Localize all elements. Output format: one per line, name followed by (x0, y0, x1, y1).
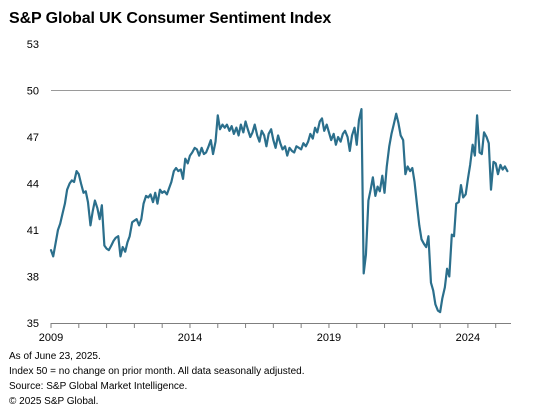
x-tick-label: 2024 (456, 332, 480, 344)
y-tick-labels: 35 38 41 44 47 50 53 (27, 39, 39, 330)
series-line-0 (49, 108, 509, 314)
as-of-note: As of June 23, 2025. (9, 351, 101, 362)
y-tick-label: 44 (27, 179, 39, 191)
x-tick-label: 2014 (178, 332, 202, 344)
x-tick-label: 2019 (317, 332, 341, 344)
source-note: Source: S&P Global Market Intelligence. (9, 381, 188, 392)
index-note: Index 50 = no change on prior month. All… (9, 366, 305, 377)
copyright-note: © 2025 S&P Global. (9, 396, 99, 407)
y-tick-label: 50 (27, 86, 39, 98)
y-tick-label: 41 (27, 225, 39, 237)
x-tick-labels: 2009 2014 2019 2024 (39, 332, 480, 344)
axis-layer (50, 323, 511, 328)
y-tick-label: 53 (27, 39, 39, 51)
series-layer (49, 108, 509, 314)
chart-title: S&P Global UK Consumer Sentiment Index (9, 10, 332, 27)
y-tick-label: 35 (27, 318, 39, 330)
chart-notes: As of June 23, 2025. Index 50 = no chang… (9, 349, 304, 409)
y-tick-label: 38 (27, 272, 39, 284)
x-tick-label: 2009 (39, 332, 63, 344)
y-tick-label: 47 (27, 132, 39, 144)
